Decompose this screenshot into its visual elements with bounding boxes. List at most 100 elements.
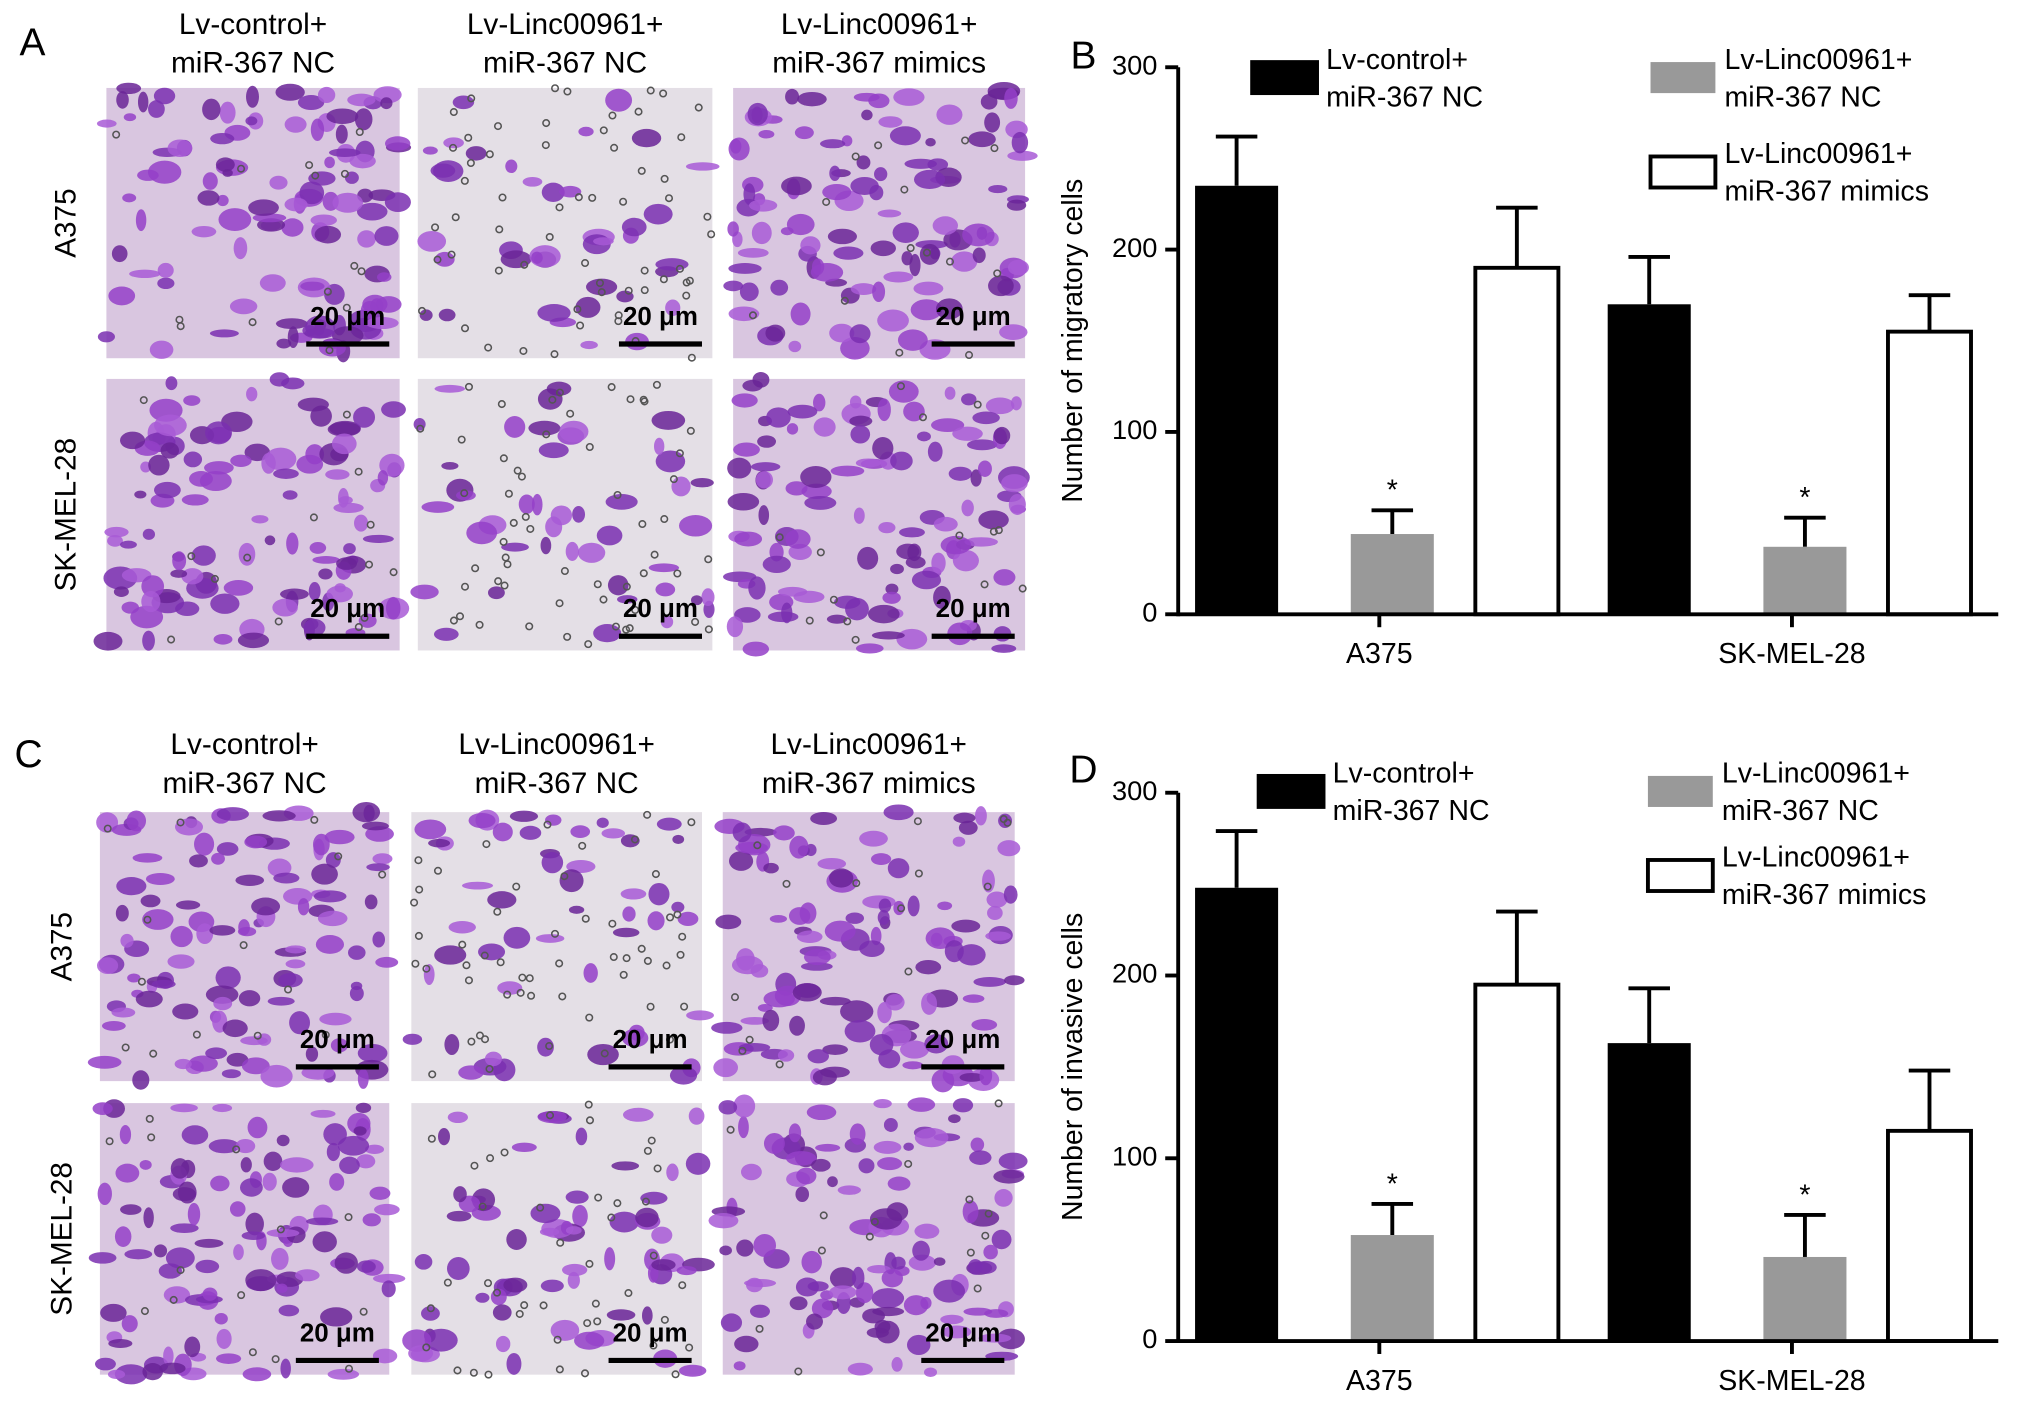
cell: [971, 1019, 998, 1031]
pore: [462, 961, 471, 970]
cell: [195, 1259, 220, 1274]
cell: [762, 555, 791, 574]
cell: [444, 1034, 460, 1056]
cell: [577, 542, 606, 563]
cell: [893, 900, 905, 916]
cell: [820, 1066, 850, 1078]
pore: [139, 396, 148, 405]
x-tick-label: SK-MEL-28: [1718, 1365, 1865, 1397]
pore: [634, 107, 643, 116]
pore: [415, 885, 424, 894]
cell: [593, 624, 622, 643]
significance-marker: *: [1387, 1168, 1398, 1200]
cell: [621, 217, 647, 237]
cell: [565, 1226, 582, 1235]
pore: [237, 164, 246, 173]
pore: [994, 526, 1003, 535]
cell: [958, 820, 978, 835]
pore: [428, 1070, 437, 1079]
pore: [613, 1199, 622, 1208]
cell: [656, 817, 682, 831]
cell: [870, 240, 896, 257]
pore: [608, 919, 617, 928]
pore: [542, 430, 551, 439]
cell: [284, 116, 307, 133]
cell: [750, 964, 769, 978]
cell: [968, 131, 996, 148]
cell: [310, 118, 325, 141]
cell: [781, 176, 812, 196]
pore: [973, 1284, 982, 1293]
cell: [279, 1157, 314, 1173]
cell: [913, 281, 944, 296]
cell: [462, 881, 494, 890]
cell: [794, 126, 814, 140]
cell: [952, 426, 983, 441]
cell: [593, 237, 614, 246]
cell: [362, 1213, 381, 1227]
cell: [330, 1038, 348, 1053]
pore: [410, 898, 419, 907]
cell: [539, 1227, 560, 1236]
cell: [273, 468, 299, 479]
pore: [640, 266, 649, 275]
pore: [619, 970, 628, 979]
cell: [788, 340, 802, 353]
cell: [500, 250, 532, 269]
pore: [607, 1213, 616, 1222]
pore: [775, 1060, 784, 1069]
cell: [959, 1072, 985, 1082]
pore: [1018, 584, 1027, 593]
cell: [806, 1313, 823, 1330]
pore: [585, 1259, 594, 1268]
micrograph: 20 μm: [708, 1094, 1028, 1378]
cell: [280, 1358, 291, 1379]
cell: [191, 225, 217, 238]
cell: [991, 1229, 1012, 1250]
y-tick-label: 100: [1112, 1140, 1157, 1171]
cell: [240, 1157, 252, 1173]
cell: [1010, 396, 1022, 411]
cell: [800, 962, 833, 971]
bar: [1473, 982, 1561, 1343]
cell: [365, 316, 399, 330]
cell: [834, 595, 861, 609]
cell: [143, 1207, 154, 1229]
pore: [457, 435, 466, 444]
cell: [353, 1126, 367, 1136]
cell: [304, 327, 335, 339]
cell: [87, 1055, 122, 1069]
cell: [877, 1001, 892, 1024]
cell: [962, 223, 995, 247]
pore: [354, 467, 363, 476]
cell: [931, 418, 965, 432]
pore: [981, 1231, 990, 1240]
cell: [263, 1151, 283, 1172]
cell: [977, 460, 992, 477]
pore: [433, 255, 442, 264]
cell: [187, 1202, 201, 1226]
pore: [482, 840, 491, 849]
cell: [216, 1353, 242, 1364]
cell: [605, 88, 633, 112]
cell: [739, 282, 759, 302]
cell: [108, 1339, 133, 1348]
pore: [874, 141, 883, 150]
cell: [873, 1098, 892, 1109]
cell: [861, 109, 873, 121]
cell: [360, 300, 380, 320]
pore: [451, 213, 460, 222]
cell: [208, 1139, 240, 1154]
cell: [145, 872, 175, 885]
cell: [870, 853, 892, 865]
cell: [295, 1269, 320, 1282]
cell: [575, 1127, 588, 1146]
cell: [655, 582, 676, 597]
legend-swatch: [1256, 773, 1326, 809]
micrograph: 20 μm: [711, 804, 1025, 1093]
pore: [360, 613, 369, 622]
cell: [191, 545, 216, 566]
pore: [630, 835, 639, 844]
cell: [165, 1247, 195, 1269]
pore: [647, 1136, 656, 1145]
